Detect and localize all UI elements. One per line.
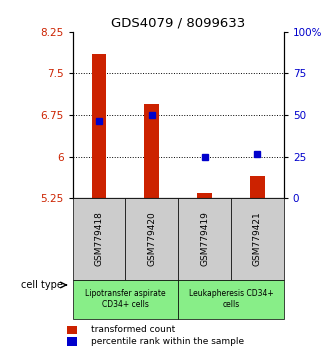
Text: GSM779420: GSM779420 bbox=[147, 212, 156, 266]
Bar bbox=[250, 176, 265, 198]
Text: GSM779421: GSM779421 bbox=[253, 212, 262, 266]
Bar bbox=[197, 193, 212, 198]
Bar bbox=[145, 104, 159, 198]
Text: Leukapheresis CD34+
cells: Leukapheresis CD34+ cells bbox=[189, 290, 273, 309]
Text: GSM779418: GSM779418 bbox=[94, 211, 104, 267]
Title: GDS4079 / 8099633: GDS4079 / 8099633 bbox=[111, 16, 245, 29]
Text: transformed count: transformed count bbox=[91, 325, 175, 335]
Text: percentile rank within the sample: percentile rank within the sample bbox=[91, 337, 244, 346]
Text: cell type: cell type bbox=[21, 280, 63, 290]
Bar bbox=[92, 54, 106, 198]
Text: GSM779419: GSM779419 bbox=[200, 211, 209, 267]
Text: Lipotransfer aspirate
CD34+ cells: Lipotransfer aspirate CD34+ cells bbox=[85, 290, 166, 309]
